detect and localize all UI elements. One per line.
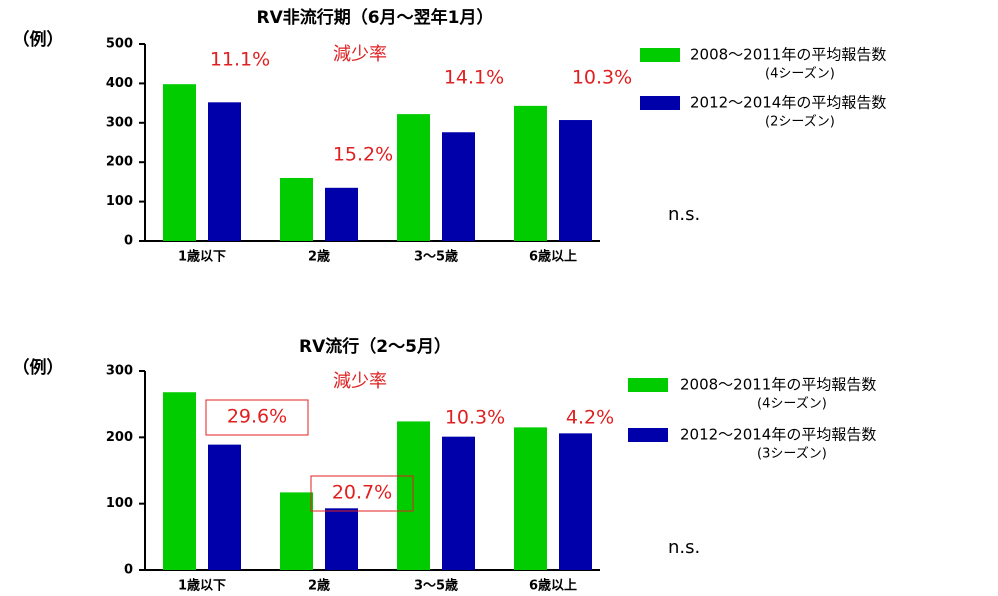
chart-title: RV流行（2～5月） xyxy=(299,336,451,357)
chart-title: RV非流行期（6月～翌年1月） xyxy=(257,7,494,28)
legend-note: (4シーズン) xyxy=(757,396,827,412)
reduction-rate: 15.2% xyxy=(333,144,393,166)
bar xyxy=(280,177,313,241)
reduction-rate: 11.1% xyxy=(210,49,270,71)
reduction-rate: 14.1% xyxy=(444,67,504,89)
y-tick-label: 100 xyxy=(106,194,133,209)
legend-swatch xyxy=(640,96,680,110)
bar xyxy=(325,508,358,570)
x-tick-label: 1歳以下 xyxy=(178,249,226,265)
y-tick-label: 400 xyxy=(106,76,133,91)
rate-label: 減少率 xyxy=(333,44,387,65)
bar xyxy=(163,84,196,241)
rate-label: 減少率 xyxy=(333,371,387,392)
y-tick-label: 0 xyxy=(124,563,133,578)
x-tick-label: 2歳 xyxy=(308,249,330,265)
reduction-rate: 10.3% xyxy=(572,67,632,89)
bar xyxy=(442,132,475,241)
x-tick-label: 3～5歳 xyxy=(414,249,458,265)
legend-note: (4シーズン) xyxy=(765,66,835,82)
bar xyxy=(397,114,430,241)
annotation-box xyxy=(205,399,309,436)
y-tick-label: 200 xyxy=(106,430,133,445)
y-tick-label: 0 xyxy=(124,234,133,249)
legend-swatch xyxy=(628,378,668,392)
reduction-rate: 10.3% xyxy=(445,407,505,429)
x-tick-label: 2歳 xyxy=(308,578,330,594)
bar xyxy=(559,433,592,570)
bar xyxy=(163,392,196,570)
bar xyxy=(280,492,313,570)
x-tick-label: 6歳以上 xyxy=(529,249,577,265)
legend-swatch xyxy=(640,48,680,62)
significance: n.s. xyxy=(668,537,700,558)
bar xyxy=(559,120,592,241)
reduction-rate: 4.2% xyxy=(566,407,614,429)
reduction-rate: 20.7% xyxy=(332,482,392,504)
significance: n.s. xyxy=(668,204,700,225)
y-axis-label: （例） xyxy=(13,29,64,50)
x-tick-label: 3～5歳 xyxy=(414,578,458,594)
legend-note: (2シーズン) xyxy=(765,114,835,130)
legend-label: 2008～2011年の平均報告数 xyxy=(690,46,886,64)
bar xyxy=(325,187,358,241)
bar xyxy=(208,444,241,570)
legend-note: (3シーズン) xyxy=(757,446,827,462)
bar xyxy=(514,105,547,241)
bar xyxy=(442,436,475,570)
x-tick-label: 1歳以下 xyxy=(178,578,226,594)
x-tick-label: 6歳以上 xyxy=(529,578,577,594)
y-axis-label: （例） xyxy=(13,357,64,378)
annotation-box xyxy=(310,475,414,512)
legend-label: 2008～2011年の平均報告数 xyxy=(680,376,876,394)
reduction-rate: 29.6% xyxy=(227,406,287,428)
legend-label: 2012～2014年の平均報告数 xyxy=(690,94,886,112)
y-tick-label: 300 xyxy=(106,115,133,130)
bar xyxy=(208,102,241,241)
legend-swatch xyxy=(628,428,668,442)
y-tick-label: 100 xyxy=(106,496,133,511)
legend-label: 2012～2014年の平均報告数 xyxy=(680,426,876,444)
y-tick-label: 300 xyxy=(106,364,133,379)
bar xyxy=(514,427,547,570)
y-tick-label: 200 xyxy=(106,155,133,170)
y-tick-label: 500 xyxy=(106,37,133,52)
